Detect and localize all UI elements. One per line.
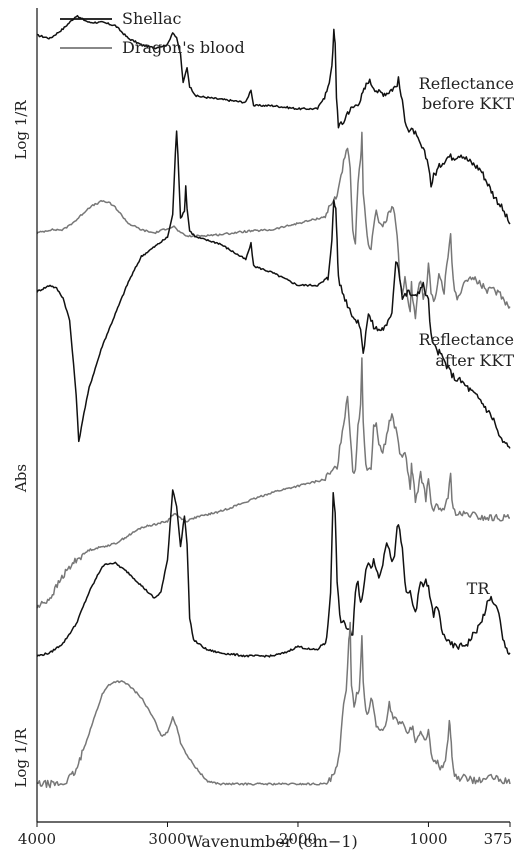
legend-label-dragons-blood: Dragon's blood bbox=[122, 38, 245, 57]
y-axis-label-bottom: Log 1/R bbox=[12, 728, 30, 788]
annotation-tr: TR bbox=[467, 579, 491, 598]
y-axis-label-middle: Abs bbox=[12, 464, 30, 493]
annotation-reflectance-before-line2: before KKT bbox=[422, 94, 514, 113]
legend-label-shellac: Shellac bbox=[122, 9, 182, 28]
series-layer bbox=[36, 14, 511, 789]
annotation-reflectance-before-line1: Reflectance bbox=[419, 74, 514, 93]
legend: Shellac Dragon's blood bbox=[60, 9, 245, 57]
x-tick-label-4000: 4000 bbox=[18, 830, 56, 848]
series-dragons-blood-panel-3 bbox=[36, 621, 511, 789]
annotation-reflectance-after-line2: after KKT bbox=[435, 351, 514, 370]
y-axis-label-top: Log 1/R bbox=[12, 100, 30, 160]
x-tick-label-1000: 1000 bbox=[409, 830, 447, 848]
series-dragons-blood-panel-2 bbox=[36, 357, 511, 609]
x-axis-label: Wavenumber (cm−1) bbox=[186, 832, 358, 851]
x-tick-label-2000: 2000 bbox=[279, 830, 317, 848]
annotation-reflectance-after-line1: Reflectance bbox=[419, 330, 514, 349]
series-dragons-blood-panel-1 bbox=[36, 131, 511, 320]
series-shellac-panel-2 bbox=[36, 130, 511, 449]
series-shellac-panel-3 bbox=[36, 489, 511, 658]
x-tick-label-3000: 3000 bbox=[148, 830, 186, 848]
x-tick-layer: 4000 3000 2000 1000 375 bbox=[18, 822, 512, 848]
series-shellac-panel-1 bbox=[36, 14, 511, 225]
x-tick-label-375: 375 bbox=[484, 830, 513, 848]
